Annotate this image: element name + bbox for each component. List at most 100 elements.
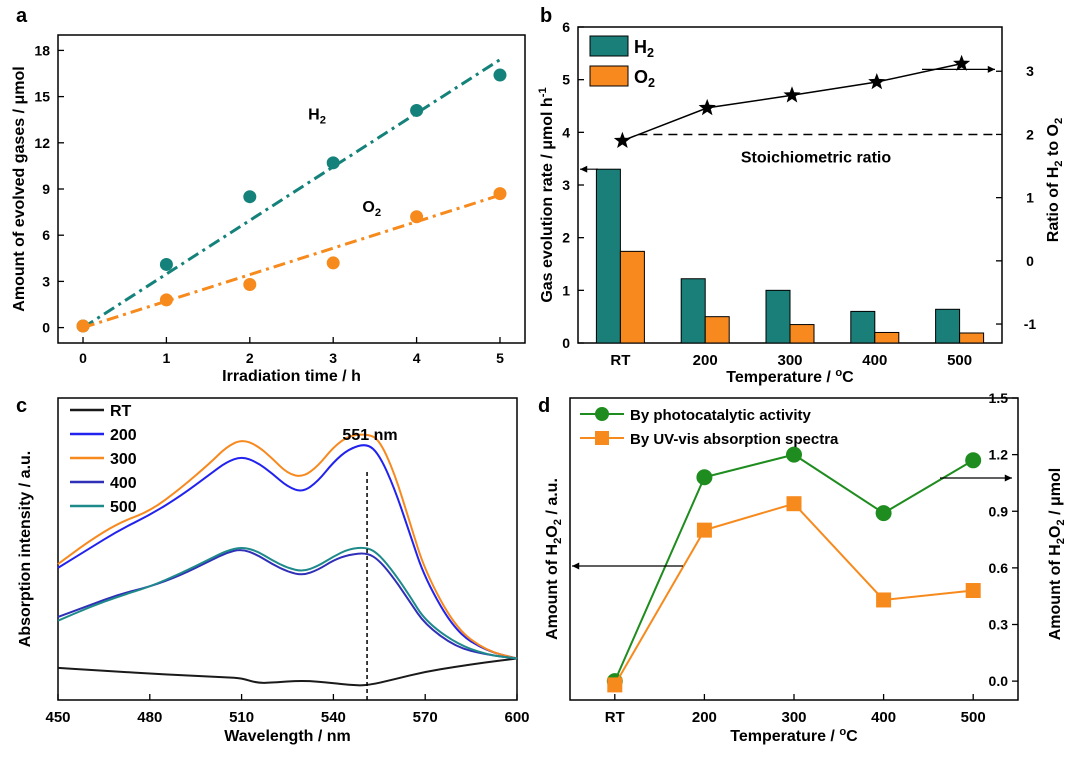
data-point <box>159 293 173 307</box>
text-part: H <box>308 107 320 124</box>
x-axis-label: Wavelength / nm <box>224 728 351 745</box>
data-point <box>243 277 257 291</box>
text-part: C <box>846 728 858 745</box>
arrow-left-axis-head <box>580 165 588 173</box>
text-part: 2 <box>552 519 564 525</box>
y-axis-label: Amount of evolved gases / μmol <box>11 66 28 311</box>
y-tick-label: 6 <box>42 227 50 243</box>
data-point <box>410 103 424 117</box>
data-point <box>410 210 424 224</box>
y-tick-label: 9 <box>42 181 50 197</box>
ratio-star <box>953 54 971 71</box>
x-tick-label: 510 <box>229 709 254 726</box>
legend-label: 500 <box>110 499 137 516</box>
bar <box>959 332 985 344</box>
x-tick-label: 500 <box>947 352 972 369</box>
y-axis-label: Gas evolution rate / μmol h-1 <box>537 87 556 302</box>
text-part: / a.u. <box>544 478 561 519</box>
spectrum-line <box>57 444 518 660</box>
y2-tick-label: 0 <box>1026 253 1034 269</box>
y-tick-label: 3 <box>562 177 570 193</box>
y2-tick-label: -1 <box>1024 316 1037 332</box>
y-tick-label: 12 <box>34 135 50 151</box>
text-part: -1 <box>537 87 549 97</box>
panel-b-label: b <box>540 5 552 27</box>
data-point <box>493 187 507 201</box>
ratio-line <box>622 62 962 142</box>
y-axis-label: Amount of H2O2 / a.u. <box>544 478 564 640</box>
x-tick-label: 400 <box>871 709 896 726</box>
panel-c-label: c <box>16 395 27 417</box>
arrow-left-axis-head <box>572 562 580 570</box>
text-part: O <box>362 199 374 216</box>
legend-label: 400 <box>110 475 137 492</box>
text-part: O <box>634 67 648 87</box>
panel-c-frame <box>57 397 518 701</box>
x-axis-label: Temperature / oC <box>730 726 858 745</box>
text-part: Temperature / <box>726 369 835 386</box>
bar <box>619 250 645 344</box>
legend-label: 300 <box>110 451 137 468</box>
legend-label: 200 <box>110 427 137 444</box>
text-part: 2 <box>1053 160 1065 166</box>
series-line <box>613 502 974 686</box>
y2-tick-label: 1 <box>1026 190 1034 206</box>
legend-swatch <box>589 65 629 87</box>
text-part: C <box>842 369 854 386</box>
marker-square <box>876 592 892 608</box>
y-tick-label: 0 <box>42 320 50 336</box>
bar <box>850 310 876 344</box>
bar <box>680 278 706 344</box>
y2-tick-label: 3 <box>1026 63 1034 79</box>
x-tick-label: 300 <box>781 709 806 726</box>
text-part: o <box>835 367 842 379</box>
y2-axis-label: Ratio of H2 to O2 <box>1045 118 1065 242</box>
x-tick-label: 0 <box>79 350 87 366</box>
x-tick-label: 480 <box>137 709 162 726</box>
x-tick-label: 200 <box>692 709 717 726</box>
text-part: 2 <box>552 538 564 544</box>
x-tick-label: 600 <box>504 709 529 726</box>
series-label-h2: H2 <box>308 107 326 127</box>
data-point <box>76 319 90 333</box>
bar <box>704 316 730 344</box>
series-label-o2: O2 <box>362 199 381 219</box>
y2-tick-label: 2 <box>1026 126 1034 142</box>
x-tick-label: 5 <box>496 350 504 366</box>
y-tick-label: 4 <box>562 124 570 140</box>
text-part: 2 <box>375 207 381 219</box>
y2-tick-label: 0.3 <box>989 617 1009 633</box>
x-tick-label: 450 <box>45 709 70 726</box>
spectrum-line <box>57 546 518 660</box>
legend-swatch <box>589 35 629 57</box>
stoichiometric-label: Stoichiometric ratio <box>741 149 891 166</box>
spectrum-line <box>57 433 518 660</box>
bar <box>595 168 621 344</box>
marker-circle <box>696 469 713 486</box>
text-part: 2 <box>1053 118 1065 124</box>
fit-line <box>82 58 501 329</box>
bar <box>765 289 791 344</box>
legend-label: By photocatalytic activity <box>630 407 812 424</box>
data-point <box>326 256 340 270</box>
ratio-star <box>613 131 631 148</box>
arrow-right-axis-head <box>987 65 995 73</box>
x-axis-label: Temperature / oC <box>726 367 854 386</box>
x-tick-label: 300 <box>777 352 802 369</box>
ratio-star <box>868 73 886 90</box>
y-tick-label: 2 <box>562 230 570 246</box>
y-tick-label: 3 <box>42 273 50 289</box>
x-tick-label: 1 <box>163 350 171 366</box>
text-part: Temperature / <box>730 728 839 745</box>
legend-marker <box>595 407 609 421</box>
marker-label: 551 nm <box>342 427 397 444</box>
y-axis-label: Absorption intensity / a.u. <box>17 451 34 647</box>
x-axis-label: Irradiation time / h <box>222 368 361 385</box>
text-part: Amount of H <box>544 544 561 640</box>
y2-tick-label: 1.5 <box>989 390 1009 406</box>
y2-tick-label: 0.9 <box>989 503 1009 519</box>
y-tick-label: 6 <box>562 19 570 35</box>
x-tick-label: 200 <box>693 352 718 369</box>
x-tick-label: 570 <box>413 709 438 726</box>
